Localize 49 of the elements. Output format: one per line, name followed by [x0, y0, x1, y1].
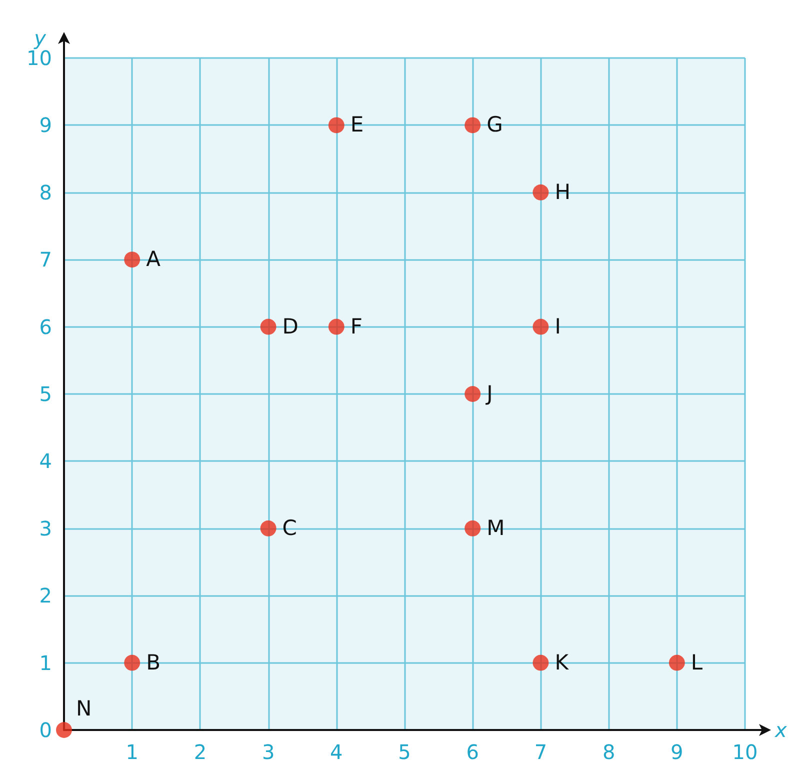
- y-tick-label: 3: [39, 516, 52, 540]
- annotation: F: [350, 314, 362, 338]
- y-tick-label: 6: [39, 314, 52, 339]
- annotation: D: [282, 314, 298, 338]
- point: [260, 520, 276, 536]
- annotation: I: [554, 314, 561, 338]
- point: [124, 654, 140, 671]
- y-tick-label: 7: [39, 248, 52, 272]
- annotation: G: [486, 112, 503, 137]
- annotation: J: [484, 382, 493, 406]
- point: [532, 654, 549, 671]
- x-tick-label: 1: [126, 740, 138, 764]
- point: [464, 520, 481, 536]
- x-tick-label: 9: [670, 740, 684, 764]
- y-tick-label: 9: [39, 113, 52, 138]
- point: [124, 252, 140, 268]
- annotation: A: [146, 247, 162, 272]
- y-tick-label: 4: [39, 449, 52, 474]
- x-tick-label: 6: [466, 740, 479, 764]
- x-tick-label: 8: [602, 740, 616, 764]
- x-tick-label: 3: [262, 740, 275, 764]
- annotation: L: [690, 650, 703, 674]
- point: [668, 654, 685, 671]
- point: [532, 318, 549, 335]
- x-axis-title: x: [774, 718, 787, 742]
- point: [464, 386, 481, 402]
- y-tick-label: 2: [39, 584, 52, 608]
- y-tick-label: 1: [39, 650, 52, 675]
- x-tick-label: 10: [732, 740, 758, 764]
- y-tick-label: 8: [39, 180, 52, 204]
- y-tick-label: 0: [39, 718, 52, 742]
- point: [328, 117, 344, 134]
- y-tick-label: 5: [39, 382, 52, 406]
- point: [260, 318, 276, 335]
- x-tick-label: 7: [534, 740, 548, 764]
- point: [464, 117, 481, 134]
- annotation: H: [554, 180, 570, 204]
- annotation: C: [282, 516, 297, 540]
- annotation: B: [146, 650, 161, 674]
- x-tick-label: 2: [194, 740, 207, 764]
- point: [328, 318, 344, 335]
- annotation: E: [350, 112, 364, 137]
- annotation: N: [76, 696, 92, 720]
- point: [532, 184, 549, 200]
- annotation: M: [486, 516, 505, 540]
- x-tick-label: 4: [330, 740, 343, 764]
- point: [56, 722, 72, 738]
- annotation: K: [554, 650, 570, 674]
- x-tick-label: 5: [398, 740, 411, 764]
